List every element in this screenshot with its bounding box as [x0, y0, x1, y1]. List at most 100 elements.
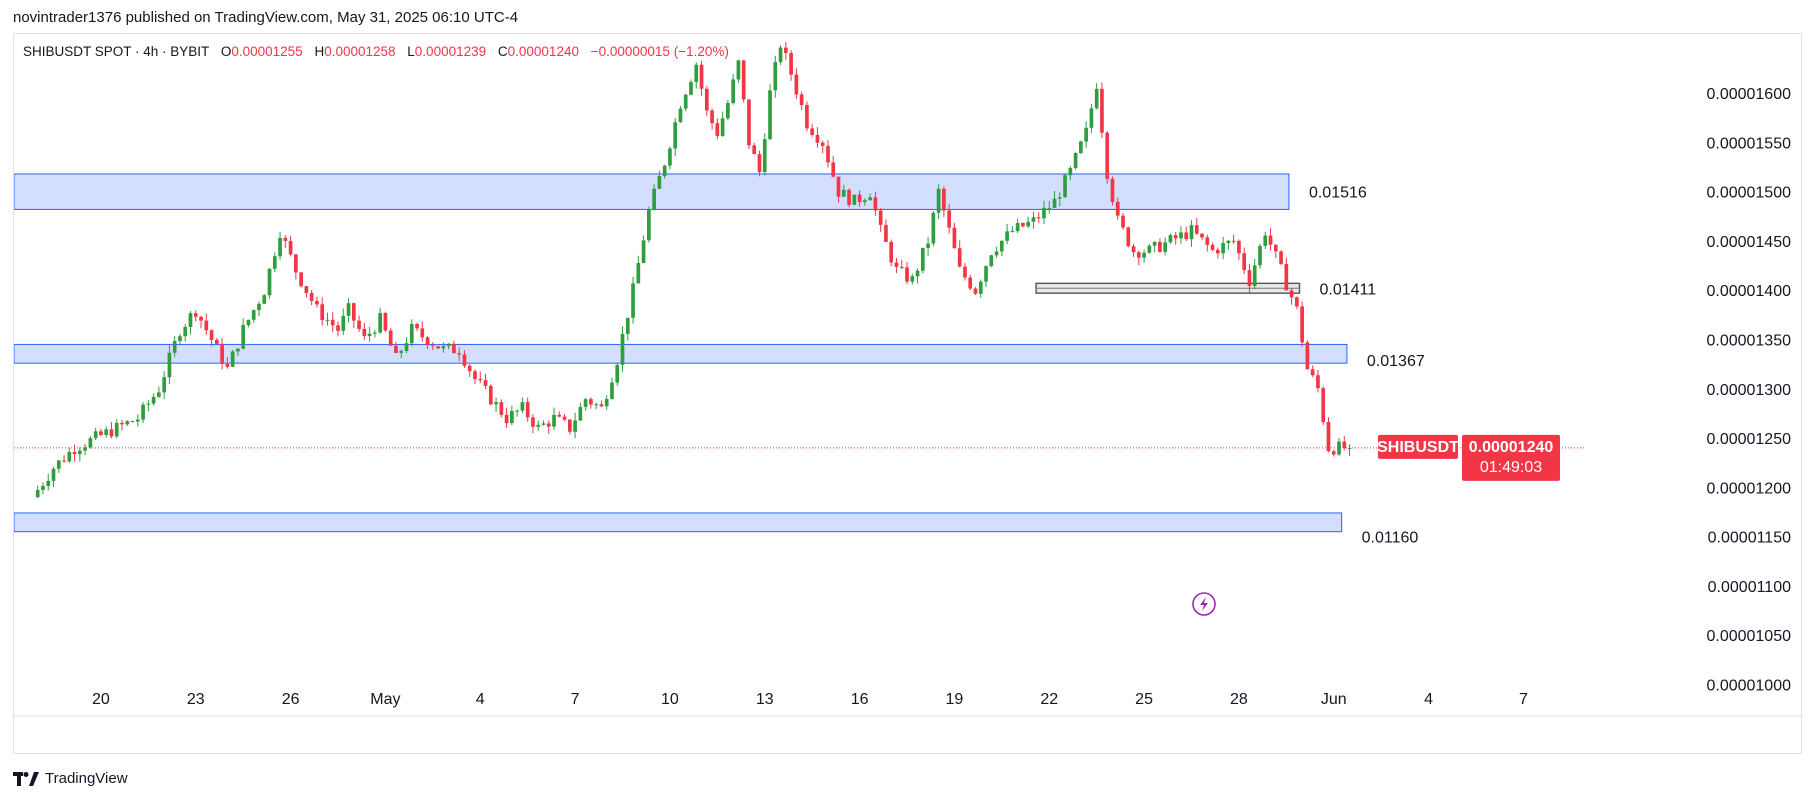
candle-body[interactable] — [1300, 306, 1304, 343]
candle-body[interactable] — [378, 313, 383, 333]
candle-body[interactable] — [1036, 217, 1041, 219]
candle-body[interactable] — [552, 414, 556, 427]
candle-body[interactable] — [478, 379, 483, 381]
candle-body[interactable] — [573, 420, 577, 432]
candle-body[interactable] — [610, 382, 614, 399]
candle-body[interactable] — [1031, 217, 1036, 222]
candle-body[interactable] — [162, 377, 166, 393]
candle-body[interactable] — [399, 350, 404, 353]
candle-body[interactable] — [620, 333, 625, 365]
candle-body[interactable] — [1089, 108, 1094, 128]
candle-body[interactable] — [436, 346, 440, 349]
candle-body[interactable] — [668, 148, 672, 166]
candle-body[interactable] — [794, 74, 799, 95]
candle-body[interactable] — [805, 105, 809, 129]
candle-body[interactable] — [968, 277, 973, 289]
candle-body[interactable] — [931, 212, 936, 244]
candle-body[interactable] — [757, 154, 762, 173]
candle-body[interactable] — [125, 421, 130, 425]
candle-body[interactable] — [1100, 88, 1104, 133]
candle-body[interactable] — [694, 64, 699, 83]
candle-body[interactable] — [641, 240, 646, 263]
candle-body[interactable] — [1152, 241, 1157, 246]
candle-body[interactable] — [599, 404, 604, 407]
candle-body[interactable] — [831, 162, 836, 177]
candle-body[interactable] — [304, 286, 309, 293]
candle-body[interactable] — [1210, 244, 1215, 250]
candle-body[interactable] — [868, 197, 872, 201]
candle-body[interactable] — [947, 210, 951, 228]
candle-body[interactable] — [130, 421, 135, 423]
candle-body[interactable] — [768, 90, 772, 140]
candle-body[interactable] — [1237, 240, 1241, 254]
candle-body[interactable] — [214, 339, 219, 344]
candle-body[interactable] — [905, 267, 909, 282]
candle-body[interactable] — [594, 404, 599, 406]
candle-body[interactable] — [299, 272, 303, 287]
candle-body[interactable] — [736, 60, 741, 80]
candle-body[interactable] — [225, 363, 230, 367]
last-price-tag[interactable] — [1462, 434, 1560, 481]
candle-body[interactable] — [978, 281, 983, 294]
candle-body[interactable] — [546, 423, 551, 427]
candle-body[interactable] — [557, 414, 562, 417]
candle-body[interactable] — [815, 134, 820, 143]
candle-body[interactable] — [589, 399, 593, 405]
candle-body[interactable] — [662, 165, 667, 177]
candle-body[interactable] — [1084, 127, 1088, 142]
candle-body[interactable] — [183, 327, 188, 337]
candle-body[interactable] — [952, 227, 957, 249]
candle-body[interactable] — [762, 139, 767, 173]
candle-body[interactable] — [826, 145, 830, 163]
candle-body[interactable] — [120, 422, 124, 425]
candle-body[interactable] — [1010, 231, 1015, 233]
candle-body[interactable] — [1242, 253, 1247, 271]
candle-body[interactable] — [330, 319, 335, 326]
candle-body[interactable] — [1247, 270, 1252, 286]
candle-body[interactable] — [1252, 265, 1257, 286]
candle-body[interactable] — [483, 380, 488, 386]
candle-body[interactable] — [494, 402, 498, 405]
candle-body[interactable] — [704, 88, 709, 111]
candle-body[interactable] — [1226, 240, 1231, 244]
candle-body[interactable] — [204, 320, 209, 331]
candle-body[interactable] — [884, 224, 888, 242]
candle-body[interactable] — [1068, 168, 1073, 176]
candle-body[interactable] — [647, 209, 651, 241]
candle-body[interactable] — [1316, 375, 1320, 389]
candle-body[interactable] — [141, 404, 145, 420]
candle-body[interactable] — [994, 251, 999, 256]
candle-body[interactable] — [894, 262, 899, 267]
candle-body[interactable] — [1005, 231, 1009, 241]
candle-body[interactable] — [1057, 197, 1062, 199]
candle-body[interactable] — [446, 343, 451, 347]
candle-body[interactable] — [1136, 252, 1141, 258]
candle-body[interactable] — [99, 431, 103, 435]
candle-body[interactable] — [1289, 290, 1294, 298]
candle-body[interactable] — [467, 365, 472, 372]
candle-body[interactable] — [799, 94, 804, 106]
candle-body[interactable] — [1158, 241, 1162, 252]
candle-body[interactable] — [1337, 441, 1341, 455]
candle-body[interactable] — [1073, 153, 1078, 169]
candle-body[interactable] — [515, 410, 519, 412]
candle-body[interactable] — [1295, 297, 1299, 307]
candle-body[interactable] — [1094, 88, 1099, 109]
candle-body[interactable] — [810, 128, 815, 135]
candle-body[interactable] — [1221, 243, 1225, 254]
candle-body[interactable] — [510, 411, 514, 424]
candle-body[interactable] — [720, 118, 725, 136]
candle-body[interactable] — [726, 103, 730, 119]
candle-body[interactable] — [415, 324, 419, 329]
candle-body[interactable] — [899, 266, 904, 268]
candle-body[interactable] — [109, 429, 114, 437]
candle-body[interactable] — [957, 248, 962, 267]
candle-body[interactable] — [157, 392, 161, 397]
candle-body[interactable] — [1194, 225, 1199, 234]
candle-body[interactable] — [246, 319, 251, 326]
candle-body[interactable] — [1263, 235, 1268, 246]
candle-body[interactable] — [504, 414, 509, 424]
candle-body[interactable] — [56, 460, 61, 469]
candle-body[interactable] — [367, 333, 372, 337]
candle-body[interactable] — [1126, 227, 1131, 247]
